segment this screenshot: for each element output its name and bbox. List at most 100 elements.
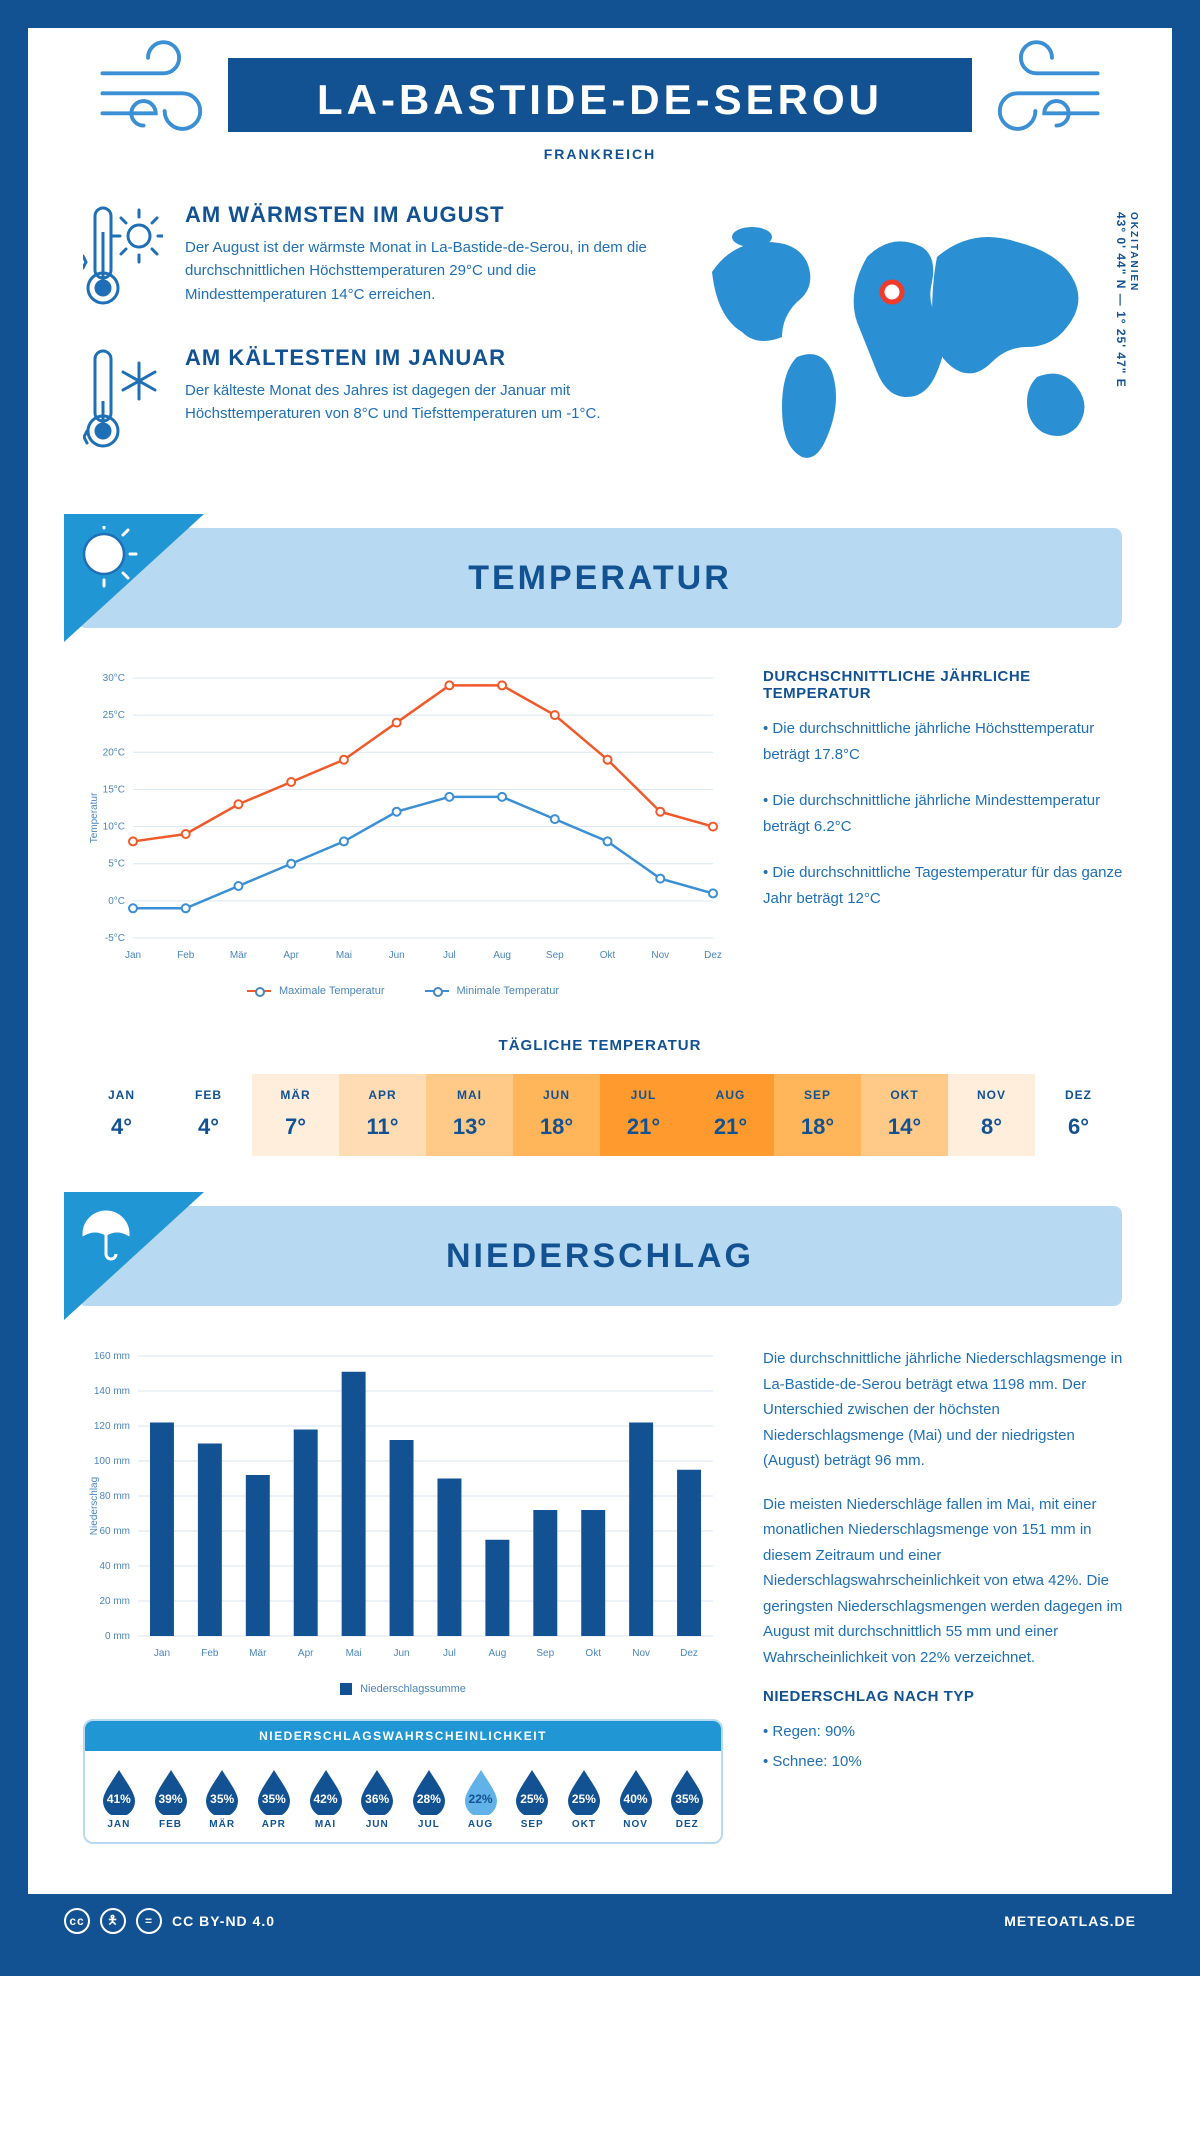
- svg-text:Okt: Okt: [585, 1648, 601, 1659]
- svg-text:Nov: Nov: [651, 950, 669, 961]
- svg-text:160 mm: 160 mm: [94, 1351, 130, 1362]
- warm-heading: AM WÄRMSTEN IM AUGUST: [185, 202, 647, 228]
- temp-cell: OKT14°: [861, 1074, 948, 1156]
- precip-type-heading: NIEDERSCHLAG NACH TYP: [763, 1688, 1123, 1705]
- svg-text:Jan: Jan: [125, 950, 141, 961]
- temp-cell: SEP18°: [774, 1074, 861, 1156]
- prob-cell: 36%JUN: [353, 1767, 401, 1830]
- cc-icon: cc: [64, 1908, 90, 1934]
- sun-icon: [76, 526, 140, 590]
- svg-text:120 mm: 120 mm: [94, 1421, 130, 1432]
- prob-cell: 41%JAN: [95, 1767, 143, 1830]
- wind-icon: [972, 40, 1112, 140]
- svg-text:Jul: Jul: [443, 950, 456, 961]
- thermometer-cold-icon: [83, 345, 163, 455]
- prob-cell: 39%FEB: [147, 1767, 195, 1830]
- temp-side-heading: DURCHSCHNITTLICHE JÄHRLICHE TEMPERATUR: [763, 668, 1123, 702]
- temp-cell: JUL21°: [600, 1074, 687, 1156]
- temp-cell: FEB4°: [165, 1074, 252, 1156]
- header-band: LA-BASTIDE-DE-SEROU: [228, 58, 972, 132]
- coordinates: OKZITANIEN 43° 0' 44" N — 1° 25' 47" E: [1114, 212, 1139, 388]
- temp-cell: JAN4°: [78, 1074, 165, 1156]
- coldest-block: AM KÄLTESTEN IM JANUAR Der kälteste Mona…: [83, 345, 647, 460]
- temp-cell: MÄR7°: [252, 1074, 339, 1156]
- svg-text:Feb: Feb: [177, 950, 195, 961]
- temperature-heading: TEMPERATUR: [468, 559, 732, 598]
- world-map: OKZITANIEN 43° 0' 44" N — 1° 25' 47" E: [687, 202, 1117, 488]
- warm-body: Der August ist der wärmste Monat in La-B…: [185, 236, 647, 306]
- precip-heading: NIEDERSCHLAG: [446, 1237, 754, 1276]
- location-marker: [882, 282, 902, 302]
- prob-cell: 40%NOV: [612, 1767, 660, 1830]
- page: LA-BASTIDE-DE-SEROU FRANKREICH AM WÄRMST…: [0, 0, 1200, 1976]
- svg-text:-5°C: -5°C: [105, 933, 125, 944]
- svg-text:Sep: Sep: [536, 1648, 554, 1659]
- svg-text:15°C: 15°C: [103, 784, 125, 795]
- prob-cell: 25%SEP: [508, 1767, 556, 1830]
- svg-text:10°C: 10°C: [103, 822, 125, 833]
- precip-p2: Die meisten Niederschläge fallen im Mai,…: [763, 1492, 1123, 1671]
- warmest-block: AM WÄRMSTEN IM AUGUST Der August ist der…: [83, 202, 647, 317]
- temp-cell: AUG21°: [687, 1074, 774, 1156]
- svg-text:140 mm: 140 mm: [94, 1386, 130, 1397]
- by-icon: 🯅: [100, 1908, 126, 1934]
- temp-cell: DEZ6°: [1035, 1074, 1122, 1156]
- svg-text:20°C: 20°C: [103, 747, 125, 758]
- prob-cell: 35%APR: [250, 1767, 298, 1830]
- prob-cell: 28%JUL: [405, 1767, 453, 1830]
- svg-text:Jul: Jul: [443, 1648, 456, 1659]
- prob-cell: 35%MÄR: [198, 1767, 246, 1830]
- svg-text:Feb: Feb: [201, 1648, 219, 1659]
- temp-cell: MAI13°: [426, 1074, 513, 1156]
- svg-text:60 mm: 60 mm: [99, 1526, 130, 1537]
- site-label: METEOATLAS.DE: [1004, 1913, 1136, 1929]
- svg-text:Dez: Dez: [704, 950, 722, 961]
- svg-text:20 mm: 20 mm: [99, 1596, 130, 1607]
- country-label: FRANKREICH: [28, 132, 1172, 192]
- svg-text:Jan: Jan: [154, 1648, 170, 1659]
- cold-heading: AM KÄLTESTEN IM JANUAR: [185, 345, 647, 371]
- daily-temp-strip: JAN4°FEB4°MÄR7°APR11°MAI13°JUN18°JUL21°A…: [78, 1074, 1122, 1156]
- temp-cell: NOV8°: [948, 1074, 1035, 1156]
- svg-text:Aug: Aug: [488, 1648, 506, 1659]
- temp-cell: JUN18°: [513, 1074, 600, 1156]
- svg-text:Apr: Apr: [283, 950, 299, 961]
- svg-text:40 mm: 40 mm: [99, 1561, 130, 1572]
- svg-text:Niederschlag: Niederschlag: [89, 1477, 100, 1535]
- svg-text:Aug: Aug: [493, 950, 511, 961]
- svg-text:25°C: 25°C: [103, 710, 125, 721]
- precip-chart: 0 mm 20 mm 40 mm 60 mm 80 mm 100 mm 120 mm 140 …: [83, 1346, 723, 1695]
- prob-cell: 35%DEZ: [663, 1767, 711, 1830]
- temp-cell: APR11°: [339, 1074, 426, 1156]
- svg-text:Dez: Dez: [680, 1648, 698, 1659]
- svg-text:Sep: Sep: [546, 950, 564, 961]
- nd-icon: =: [136, 1908, 162, 1934]
- umbrella-icon: [76, 1204, 136, 1264]
- svg-text:80 mm: 80 mm: [99, 1491, 130, 1502]
- svg-text:Mai: Mai: [336, 950, 352, 961]
- precip-banner: NIEDERSCHLAG: [78, 1206, 1122, 1306]
- wind-icon: [88, 40, 228, 140]
- svg-text:Jun: Jun: [393, 1648, 409, 1659]
- svg-text:Mär: Mär: [249, 1648, 267, 1659]
- precip-p1: Die durchschnittliche jährliche Niedersc…: [763, 1346, 1123, 1474]
- prob-cell: 25%OKT: [560, 1767, 608, 1830]
- svg-text:0 mm: 0 mm: [105, 1631, 130, 1642]
- daily-temp-heading: TÄGLICHE TEMPERATUR: [28, 1017, 1172, 1074]
- precip-probability-box: NIEDERSCHLAGSWAHRSCHEINLICHKEIT 41%JAN39…: [83, 1719, 723, 1844]
- temperature-banner: TEMPERATUR: [78, 528, 1122, 628]
- svg-text:Mär: Mär: [230, 950, 248, 961]
- temp-legend: Maximale Temperatur Minimale Temperatur: [83, 973, 723, 997]
- svg-text:Mai: Mai: [346, 1648, 362, 1659]
- svg-text:100 mm: 100 mm: [94, 1456, 130, 1467]
- page-title: LA-BASTIDE-DE-SEROU: [228, 76, 972, 124]
- cold-body: Der kälteste Monat des Jahres ist dagege…: [185, 379, 647, 426]
- footer: cc 🯅 = CC BY-ND 4.0 METEOATLAS.DE: [28, 1894, 1172, 1948]
- svg-text:0°C: 0°C: [108, 896, 125, 907]
- svg-text:30°C: 30°C: [103, 673, 125, 684]
- svg-text:Jun: Jun: [389, 950, 405, 961]
- svg-text:Nov: Nov: [632, 1648, 650, 1659]
- svg-text:5°C: 5°C: [108, 859, 125, 870]
- svg-text:Okt: Okt: [600, 950, 616, 961]
- thermometer-hot-icon: [83, 202, 163, 312]
